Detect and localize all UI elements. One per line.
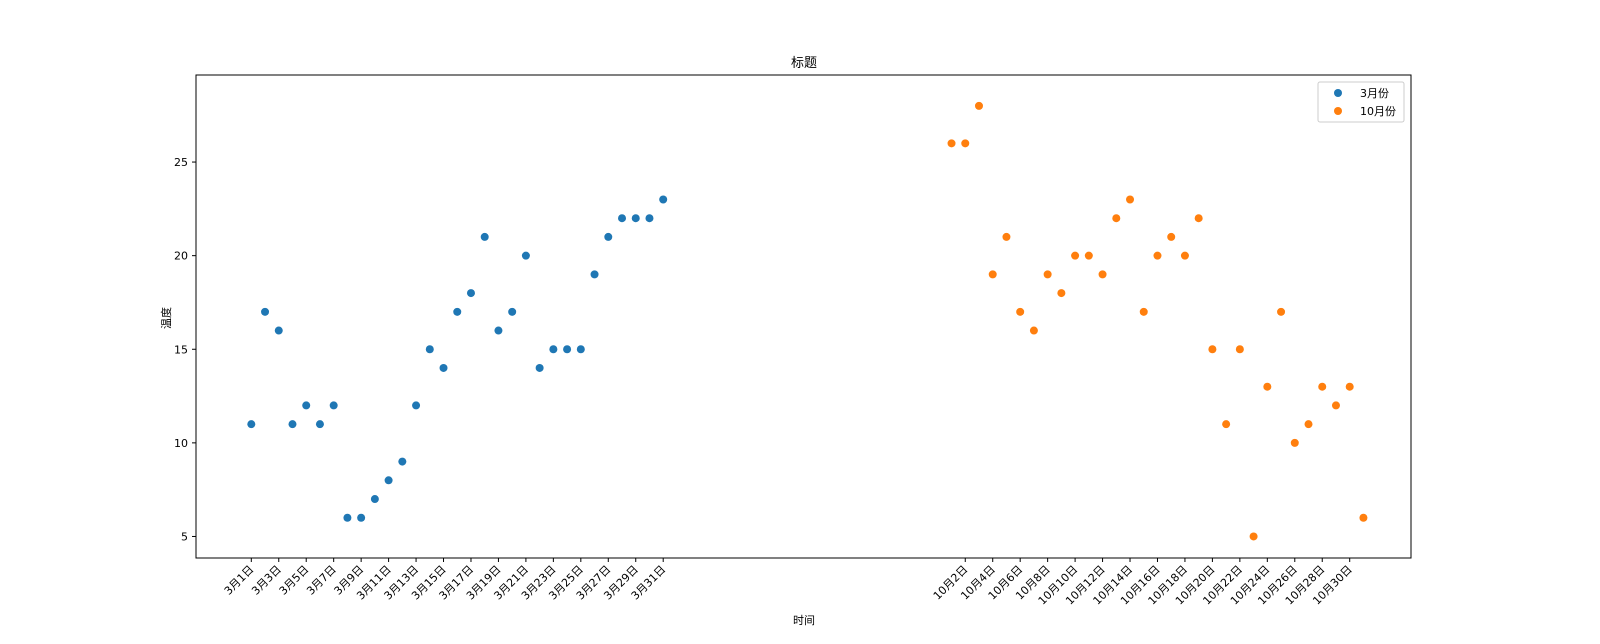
y-tick-label: 10: [174, 437, 188, 450]
data-point-march: [274, 326, 283, 335]
data-point-march: [604, 232, 613, 241]
data-point-october: [1057, 289, 1066, 298]
data-point-october: [988, 270, 997, 279]
legend-marker-march: [1334, 89, 1342, 97]
series-march: [247, 195, 668, 522]
legend-label-march: 3月份: [1360, 87, 1389, 100]
y-tick-label: 15: [174, 343, 188, 356]
data-point-march: [370, 495, 379, 504]
data-point-october: [1153, 251, 1162, 260]
data-point-october: [1277, 307, 1286, 316]
data-point-march: [261, 307, 270, 316]
data-point-march: [494, 326, 503, 335]
data-point-march: [384, 476, 393, 485]
data-point-march: [508, 307, 517, 316]
data-point-october: [1126, 195, 1135, 204]
data-point-march: [315, 420, 324, 429]
chart-title: 标题: [791, 56, 817, 71]
y-tick-label: 5: [181, 530, 188, 543]
data-point-october: [1043, 270, 1052, 279]
data-point-march: [563, 345, 572, 354]
data-point-october: [1318, 382, 1327, 391]
data-point-march: [453, 307, 462, 316]
data-point-october: [1084, 251, 1093, 260]
data-point-march: [590, 270, 599, 279]
data-point-october: [1208, 345, 1217, 354]
data-point-october: [947, 139, 956, 148]
data-point-march: [480, 232, 489, 241]
data-point-october: [1345, 382, 1354, 391]
data-point-october: [1071, 251, 1080, 260]
data-point-october: [1016, 307, 1025, 316]
data-point-october: [1359, 513, 1368, 522]
data-point-march: [439, 363, 448, 372]
series-layer: [247, 101, 1368, 541]
data-point-march: [549, 345, 558, 354]
data-point-october: [1222, 420, 1231, 429]
data-point-october: [1331, 401, 1340, 410]
data-point-march: [618, 214, 627, 223]
data-point-october: [1304, 420, 1313, 429]
data-point-march: [302, 401, 311, 410]
data-point-march: [357, 513, 366, 522]
data-point-march: [645, 214, 654, 223]
data-point-october: [1194, 214, 1203, 223]
data-point-october: [1139, 307, 1148, 316]
y-tick-label: 20: [174, 250, 188, 263]
data-point-march: [412, 401, 421, 410]
series-october: [947, 101, 1368, 541]
data-point-october: [974, 101, 983, 110]
data-point-march: [343, 513, 352, 522]
data-point-march: [425, 345, 434, 354]
plot-frame: [195, 74, 1412, 559]
data-point-march: [535, 363, 544, 372]
data-point-march: [521, 251, 530, 260]
data-point-october: [1235, 345, 1244, 354]
y-tick-label: 25: [174, 156, 188, 169]
data-point-october: [1098, 270, 1107, 279]
data-point-october: [1029, 326, 1038, 335]
y-axis-label: 温度: [159, 307, 173, 329]
data-point-october: [1167, 232, 1176, 241]
legend-marker-october: [1334, 107, 1342, 115]
x-axis-label: 时间: [793, 614, 815, 627]
data-point-october: [1263, 382, 1272, 391]
data-point-october: [1290, 438, 1299, 447]
data-point-march: [659, 195, 668, 204]
data-point-march: [288, 420, 297, 429]
data-point-october: [1249, 532, 1258, 541]
y-axis: 5 10 15 20 25: [174, 156, 196, 543]
data-point-march: [398, 457, 407, 466]
legend-label-october: 10月份: [1360, 105, 1396, 118]
data-point-march: [631, 214, 640, 223]
data-point-october: [1180, 251, 1189, 260]
data-point-october: [1112, 214, 1121, 223]
data-point-march: [576, 345, 585, 354]
data-point-march: [329, 401, 338, 410]
data-point-march: [247, 420, 256, 429]
legend: 3月份 10月份: [1317, 81, 1405, 123]
data-point-october: [961, 139, 970, 148]
data-point-october: [1002, 232, 1011, 241]
data-point-march: [466, 289, 475, 298]
